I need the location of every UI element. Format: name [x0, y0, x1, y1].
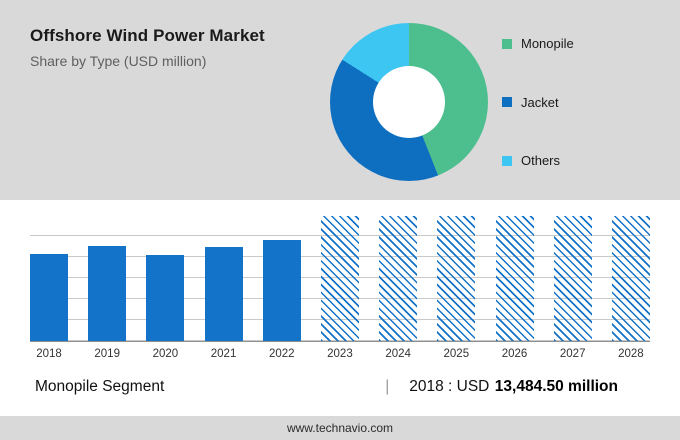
- bar-2021: [204, 247, 243, 341]
- legend-label-jacket: Jacket: [521, 94, 559, 110]
- bar-2026: [495, 216, 534, 341]
- legend-label-monopile: Monopile: [521, 36, 574, 51]
- x-label-2020: 2020: [152, 348, 179, 360]
- stat-text: 2018 : USD 13,484.50 million: [409, 378, 618, 396]
- bar-2023: [320, 216, 359, 341]
- legend-item-monopile: Monopile: [502, 36, 614, 51]
- bar-2025: [437, 216, 476, 341]
- x-label-2025: 2025: [443, 348, 470, 360]
- bar-2027: [553, 216, 592, 341]
- stat-value: 13,484.50 million: [494, 378, 618, 395]
- legend-swatch-jacket: [502, 97, 512, 107]
- bar-2019: [88, 246, 127, 341]
- segment-label: Monopile Segment: [35, 378, 165, 395]
- bar-2028: [611, 216, 650, 341]
- x-axis-labels: 2018 2019 2020 2021 2022 2023 2024 2025 2026 2027…: [30, 348, 650, 360]
- x-label-2027: 2027: [559, 348, 586, 360]
- legend-item-others: Others: [502, 153, 614, 168]
- bar-2020: [146, 254, 185, 341]
- donut-chart-area: [315, 22, 502, 182]
- stat-prefix: 2018 : USD: [409, 378, 490, 395]
- page-subtitle: Share by Type (USD million): [30, 53, 207, 69]
- bar-2018: [30, 253, 68, 341]
- legend-item-jacket: Jacket: [502, 95, 614, 110]
- caption-row: Monopile Segment | 2018 : USD 13,484.50 m…: [0, 360, 680, 408]
- legend: Monopile Jacket Others: [502, 36, 614, 168]
- x-label-2024: 2024: [385, 348, 411, 360]
- page-title: Offshore Wind Power Market: [30, 26, 265, 45]
- x-label-2021: 2021: [210, 348, 237, 360]
- x-label-2028: 2028: [618, 348, 644, 360]
- donut-chart: [329, 23, 488, 181]
- header-panel: Offshore Wind Power Market Share by Type…: [0, 0, 680, 200]
- x-label-2019: 2019: [94, 348, 120, 360]
- bar-chart-section: 2018 2019 2020 2021 2022 2023 2024 2025 2026 2027…: [30, 216, 650, 360]
- x-label-2026: 2026: [501, 348, 528, 360]
- bar-2024: [379, 216, 418, 341]
- website-bar: www.technavio.com: [0, 416, 680, 440]
- header-text-block: Offshore Wind Power Market Share by Type…: [30, 22, 315, 182]
- x-label-2023: 2023: [327, 348, 353, 360]
- legend-swatch-monopile: [502, 38, 512, 49]
- bar-chart-plot: [30, 216, 650, 342]
- separator: |: [385, 378, 390, 395]
- bar-2022: [262, 239, 301, 341]
- legend-swatch-others: [502, 155, 512, 166]
- x-label-2018: 2018: [36, 348, 62, 360]
- website-link[interactable]: www.technavio.com: [286, 421, 394, 435]
- legend-label-others: Others: [521, 153, 561, 168]
- x-label-2022: 2022: [268, 348, 295, 360]
